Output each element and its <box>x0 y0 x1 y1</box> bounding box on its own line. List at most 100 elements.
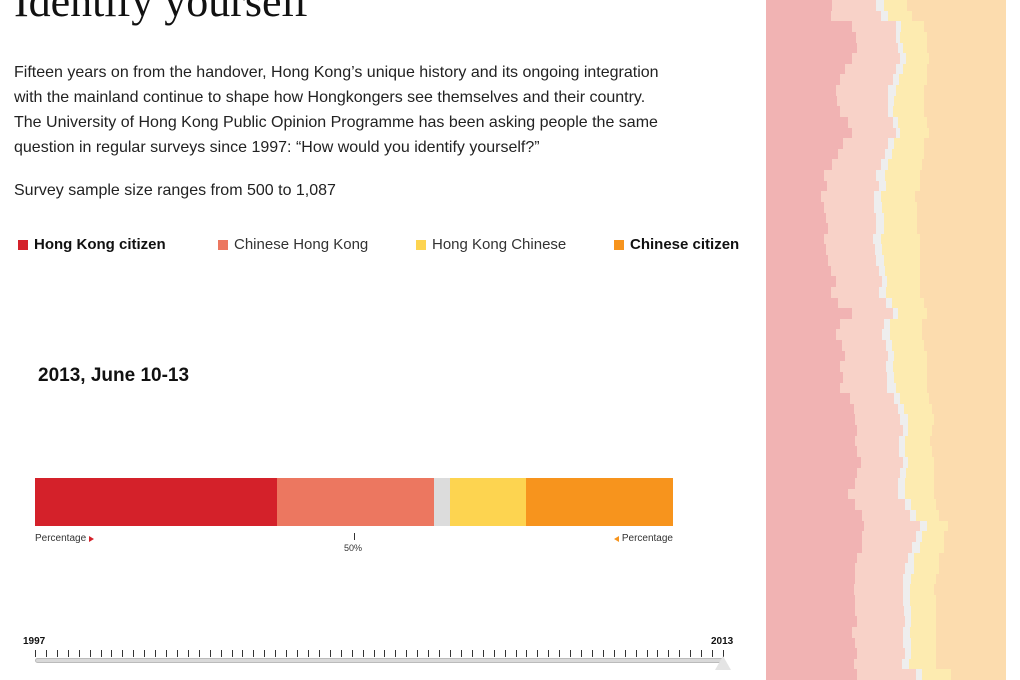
history-segment <box>766 138 843 149</box>
history-segment <box>823 170 877 181</box>
history-segment <box>902 584 910 595</box>
history-segment <box>857 648 906 659</box>
timeline-tick <box>275 650 276 657</box>
history-segment <box>875 244 883 255</box>
history-row <box>766 414 1006 425</box>
timeline-tick <box>614 650 615 657</box>
history-segment <box>893 117 898 128</box>
history-segment <box>766 436 855 446</box>
history-segment <box>836 96 889 106</box>
timeline-tick <box>111 650 112 657</box>
history-row <box>766 478 1006 489</box>
bar-segment-chinese-citizen[interactable] <box>526 478 673 526</box>
history-segment <box>883 255 920 266</box>
history-segment <box>878 287 886 298</box>
history-segment <box>852 308 894 319</box>
history-segment <box>766 159 832 170</box>
midpoint-label: 50% <box>344 543 363 553</box>
bar-segment-hong-kong-citizen[interactable] <box>35 478 278 526</box>
history-row <box>766 329 1006 340</box>
history-row <box>766 21 1006 32</box>
history-segment <box>766 202 824 213</box>
history-segment <box>905 436 931 446</box>
legend-label: Chinese Hong Kong <box>234 236 369 253</box>
timeline-track[interactable] <box>35 658 725 663</box>
bar-segment-other[interactable] <box>433 478 450 526</box>
history-segment <box>854 574 903 584</box>
legend-item-hong-kong-chinese[interactable]: Hong Kong Chinese <box>416 236 566 253</box>
history-segment <box>885 287 920 298</box>
legend-swatch <box>18 239 28 250</box>
history-row <box>766 223 1006 234</box>
history-segment <box>936 659 1006 669</box>
history-segment <box>900 414 908 425</box>
history-row <box>766 616 1006 627</box>
timeline-slider[interactable]: 1997 2013 <box>23 634 735 680</box>
history-segment <box>894 96 925 106</box>
history-segment <box>900 128 930 138</box>
history-row <box>766 436 1006 446</box>
history-segment <box>830 287 879 298</box>
history-segment <box>835 85 889 96</box>
history-segment <box>936 627 1006 638</box>
history-segment <box>905 648 912 659</box>
history-segment <box>840 361 886 372</box>
history-segment <box>873 191 882 202</box>
legend-item-hong-kong-citizen[interactable]: Hong Kong citizen <box>18 236 166 253</box>
history-segment <box>912 542 920 553</box>
history-segment <box>845 351 889 361</box>
history-row <box>766 287 1006 298</box>
timeline-tick <box>101 650 102 657</box>
history-segment <box>840 319 884 329</box>
history-segment <box>900 53 907 64</box>
history-row <box>766 0 1006 11</box>
timeline-tick <box>668 650 669 657</box>
history-segment <box>895 128 901 138</box>
history-row <box>766 510 1006 521</box>
history-segment <box>883 319 890 329</box>
history-segment <box>766 457 861 468</box>
history-segment <box>881 159 889 170</box>
history-segment <box>766 298 838 308</box>
history-segment <box>919 244 1006 255</box>
history-row <box>766 128 1006 138</box>
history-segment <box>903 404 932 414</box>
history-segment <box>899 446 906 457</box>
history-segment <box>881 191 915 202</box>
history-segment <box>938 510 1006 521</box>
history-row <box>766 11 1006 21</box>
history-segment <box>899 436 906 446</box>
history-segment <box>919 234 1006 244</box>
history-segment <box>838 149 885 159</box>
legend-item-chinese-citizen[interactable]: Chinese citizen <box>614 236 739 253</box>
timeline-tick <box>122 650 123 657</box>
history-segment <box>924 340 1006 351</box>
bar-segment-hong-kong-chinese[interactable] <box>449 478 527 526</box>
history-segment <box>854 414 901 425</box>
stacked-bar[interactable] <box>35 478 673 526</box>
timeline-tick <box>308 650 309 657</box>
history-row <box>766 340 1006 351</box>
timeline-tick <box>559 650 560 657</box>
history-segment <box>894 138 925 149</box>
history-row <box>766 32 1006 43</box>
history-segment <box>931 446 1006 457</box>
timeline-tick <box>210 650 211 657</box>
bar-segment-chinese-hong-kong[interactable] <box>277 478 434 526</box>
history-segment <box>919 266 1006 276</box>
history-segment <box>926 117 1006 128</box>
history-segment <box>897 308 927 319</box>
history-segment <box>766 669 858 680</box>
history-segment <box>893 308 898 319</box>
history-row <box>766 53 1006 64</box>
history-segment <box>884 170 920 181</box>
history-segment <box>882 202 918 213</box>
timeline-tick <box>199 650 200 657</box>
history-row <box>766 584 1006 595</box>
timeline-handle[interactable] <box>715 656 731 670</box>
history-segment <box>916 531 922 542</box>
history-segment <box>919 542 944 553</box>
history-segment <box>862 531 916 542</box>
timeline-tick <box>384 650 385 657</box>
legend-item-chinese-hong-kong[interactable]: Chinese Hong Kong <box>218 236 368 253</box>
